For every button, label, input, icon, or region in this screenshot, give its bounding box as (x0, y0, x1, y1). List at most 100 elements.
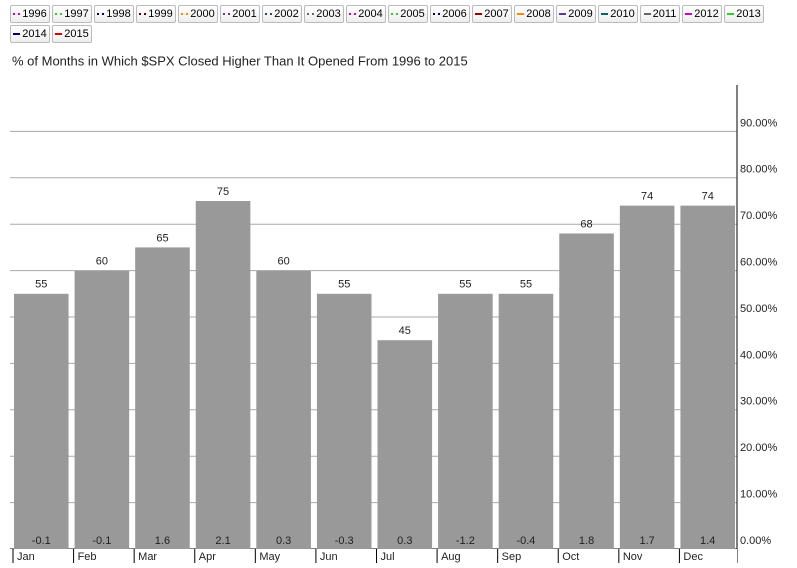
legend-label: 2015 (64, 28, 89, 40)
y-tick-label: 10.00% (740, 489, 778, 501)
legend-button[interactable]: 1997 (52, 5, 92, 23)
legend-label: 2014 (22, 28, 47, 40)
legend-button[interactable]: 2013 (724, 5, 764, 23)
bar (438, 293, 493, 549)
legend-button[interactable]: 2015 (52, 25, 92, 43)
legend-label: 2005 (400, 8, 425, 20)
legend-button[interactable]: 1996 (10, 5, 50, 23)
bar (195, 201, 251, 549)
legend-label: 2001 (232, 8, 257, 20)
legend-button[interactable]: 2007 (472, 5, 512, 23)
x-tick-label: Dec (683, 551, 703, 563)
legend-icon (601, 13, 609, 15)
legend-label: 2003 (316, 8, 341, 20)
bottom-label: 1.7 (639, 535, 654, 547)
legend-label: 2002 (274, 8, 299, 20)
legend-label: 1999 (148, 8, 173, 20)
legend-icon (13, 13, 21, 15)
bar (680, 205, 735, 549)
bar (377, 340, 433, 549)
legend-button[interactable]: 2008 (514, 5, 554, 23)
value-label: 74 (641, 191, 653, 203)
legend-button[interactable]: 2006 (430, 5, 470, 23)
legend-button[interactable]: 2011 (640, 5, 680, 23)
x-tick-label: Jun (320, 551, 338, 563)
legend-label: 2000 (190, 8, 215, 20)
legend-icon (223, 13, 231, 15)
bar (74, 270, 130, 549)
legend-button[interactable]: 2012 (682, 5, 722, 23)
bar (14, 293, 69, 549)
x-tick-label: Sep (502, 551, 522, 563)
legend-label: 2004 (358, 8, 383, 20)
legend-icon (433, 13, 441, 15)
legend-icon (307, 13, 315, 15)
legend-button[interactable]: 2010 (598, 5, 638, 23)
legend-icon (559, 13, 567, 15)
bottom-label: -0.1 (32, 535, 51, 547)
bottom-label: 0.3 (397, 535, 412, 547)
legend-label: 2010 (610, 8, 635, 20)
y-tick-label: 80.00% (740, 164, 778, 176)
x-axis-band (10, 549, 737, 563)
legend-icon (55, 13, 63, 15)
legend-button[interactable]: 2004 (346, 5, 386, 23)
y-tick-label: 60.00% (740, 257, 778, 269)
bar (316, 293, 372, 549)
legend-icon (727, 13, 735, 15)
legend-icon (475, 13, 483, 15)
legend-icon (181, 13, 189, 15)
legend-label: 2011 (652, 8, 677, 20)
legend-icon (349, 13, 357, 15)
legend-label: 1997 (64, 8, 89, 20)
y-tick-label: 30.00% (740, 396, 778, 408)
legend-button[interactable]: 1998 (94, 5, 134, 23)
bottom-label: 2.1 (215, 535, 230, 547)
legend-button[interactable]: 2000 (178, 5, 218, 23)
bar (135, 247, 190, 549)
legend-icon (517, 13, 525, 15)
value-label: 65 (156, 232, 168, 244)
legend-button[interactable]: 2003 (304, 5, 344, 23)
bottom-label: 1.6 (155, 535, 170, 547)
legend-label: 2013 (736, 8, 761, 20)
legend-button[interactable]: 1999 (136, 5, 176, 23)
x-tick-label: May (259, 551, 280, 563)
legend-button[interactable]: 2001 (220, 5, 260, 23)
legend-icon (97, 13, 105, 15)
legend-icon (685, 13, 693, 15)
legend-label: 2009 (568, 8, 593, 20)
x-tick-label: Mar (138, 551, 157, 563)
y-tick-label: 90.00% (740, 117, 778, 129)
legend-button[interactable]: 2005 (388, 5, 428, 23)
bar (559, 233, 614, 550)
y-tick-label: 50.00% (740, 303, 778, 315)
bottom-label: -0.4 (516, 535, 535, 547)
x-tick-label: Oct (562, 551, 579, 563)
value-label: 75 (217, 186, 229, 198)
legend-label: 2007 (484, 8, 509, 20)
bottom-label: 1.4 (700, 535, 715, 547)
bottom-label: -1.2 (456, 535, 475, 547)
y-tick-label: 40.00% (740, 349, 778, 361)
bar (498, 293, 554, 549)
value-label: 55 (35, 279, 47, 291)
legend-button[interactable]: 2002 (262, 5, 302, 23)
value-label: 74 (702, 191, 714, 203)
legend-label: 1998 (106, 8, 131, 20)
value-label: 55 (520, 279, 532, 291)
legend-button[interactable]: 2009 (556, 5, 596, 23)
chart-title: % of Months in Which $SPX Closed Higher … (12, 53, 468, 68)
x-tick-label: Nov (623, 551, 643, 563)
legend-icon (265, 13, 273, 15)
y-tick-label: 0.00% (740, 535, 771, 547)
value-label: 68 (580, 218, 592, 230)
legend-icon (13, 33, 21, 35)
value-label: 55 (459, 279, 471, 291)
x-tick-label: Aug (441, 551, 461, 563)
legend-button[interactable]: 2014 (10, 25, 50, 43)
bar (256, 270, 311, 549)
y-tick-label: 70.00% (740, 210, 778, 222)
